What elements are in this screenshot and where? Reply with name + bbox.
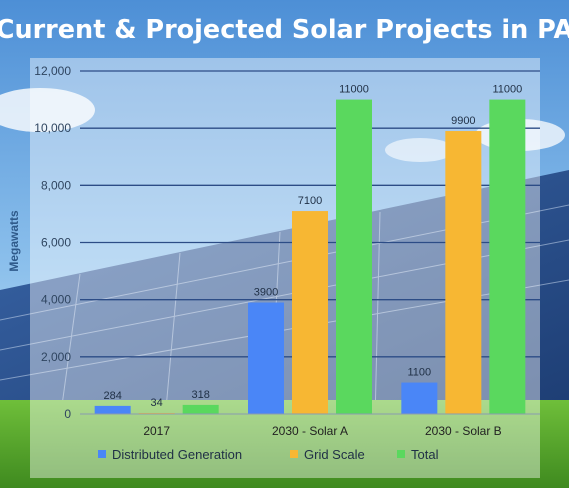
legend-swatch — [397, 450, 405, 458]
x-tick-label: 2030 - Solar B — [425, 424, 502, 438]
bar — [248, 302, 284, 414]
data-label: 318 — [191, 389, 209, 401]
y-tick-label: 10,000 — [34, 121, 71, 135]
bars — [94, 99, 526, 414]
bar — [489, 99, 526, 414]
y-tick-label: 4,000 — [41, 293, 71, 307]
bar — [182, 404, 219, 414]
y-axis-ticks: 0 2,000 4,000 6,000 8,000 10,000 12,000 — [34, 64, 71, 421]
data-label: 11000 — [339, 84, 369, 96]
y-tick-label: 0 — [64, 407, 71, 421]
legend-swatch — [290, 450, 298, 458]
data-label: 7100 — [298, 195, 322, 207]
data-label: 9900 — [451, 115, 475, 127]
legend-swatch — [98, 450, 106, 458]
data-labels: 284 34 318 3900 7100 11000 1100 9900 11000 — [103, 84, 522, 409]
y-tick-label: 8,000 — [41, 178, 71, 192]
legend-label: Distributed Generation — [112, 447, 242, 462]
data-label: 284 — [103, 390, 121, 402]
bar — [336, 99, 372, 414]
legend-label: Grid Scale — [304, 447, 365, 462]
bar — [445, 131, 482, 414]
chart-title: Current & Projected Solar Projects in PA — [0, 15, 569, 45]
y-tick-label: 6,000 — [41, 236, 71, 250]
y-axis-label: Megawatts — [7, 210, 21, 272]
x-axis-ticks: 2017 2030 - Solar A 2030 - Solar B — [143, 424, 501, 438]
data-label: 11000 — [492, 84, 522, 96]
bar — [292, 211, 328, 414]
legend-label: Total — [411, 447, 439, 462]
bar — [401, 382, 438, 414]
x-tick-label: 2017 — [143, 424, 170, 438]
y-tick-label: 12,000 — [34, 64, 71, 78]
data-label: 1100 — [408, 367, 432, 379]
y-tick-label: 2,000 — [41, 350, 71, 364]
x-tick-label: 2030 - Solar A — [272, 424, 348, 438]
legend: Distributed Generation Grid Scale Total — [98, 447, 439, 462]
data-label: 34 — [151, 397, 163, 409]
data-label: 3900 — [254, 287, 278, 299]
bar — [94, 405, 131, 414]
